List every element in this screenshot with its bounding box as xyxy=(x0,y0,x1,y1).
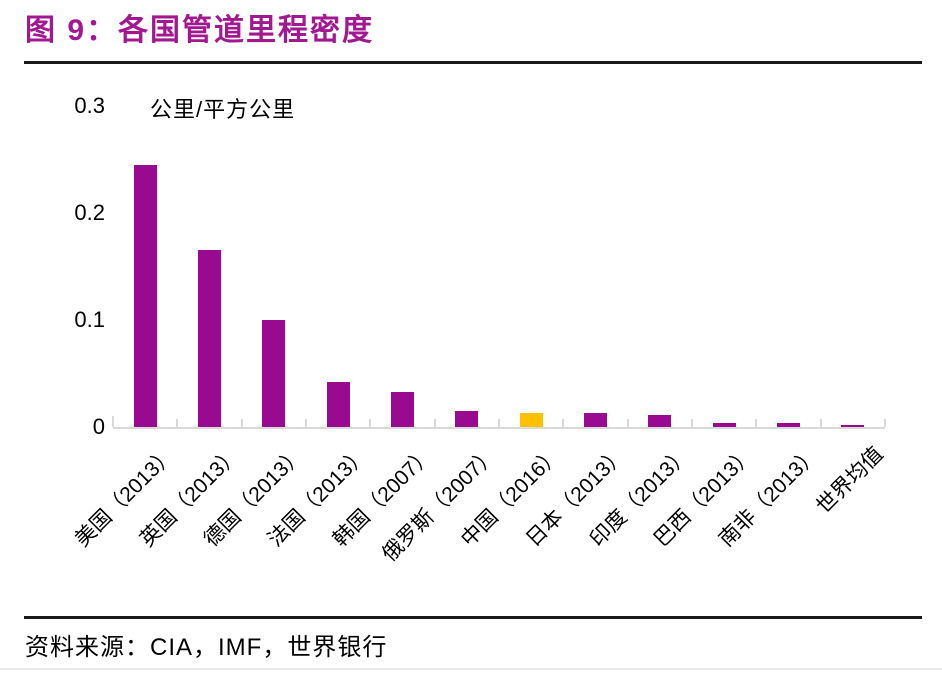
source-text: 资料来源：CIA，IMF，世界银行 xyxy=(25,634,388,661)
x-axis-tick xyxy=(755,419,758,427)
x-axis-tick xyxy=(240,419,243,427)
y-axis-tick-label: 0 xyxy=(92,414,105,439)
bar xyxy=(841,425,865,427)
bar xyxy=(455,410,479,427)
x-axis-tick xyxy=(562,419,565,427)
bar xyxy=(712,422,736,427)
bar xyxy=(777,422,800,427)
y-axis-tick-label: 0.2 xyxy=(74,200,105,225)
bar xyxy=(133,164,157,427)
x-axis-tick xyxy=(112,416,114,427)
title-divider xyxy=(24,61,922,64)
x-axis-tick xyxy=(433,419,436,427)
x-axis-line xyxy=(113,427,885,429)
bar xyxy=(519,413,543,427)
x-axis-tick xyxy=(305,419,307,427)
y-axis-tick-label: 0.3 xyxy=(74,93,105,118)
x-axis-tick xyxy=(819,419,822,427)
bar xyxy=(326,382,350,427)
chart-title: 图 9：各国管道里程密度 xyxy=(25,14,375,47)
x-axis-tick xyxy=(884,419,886,427)
x-axis-tick xyxy=(691,419,693,427)
x-axis-label-text: 世界均值 xyxy=(811,442,888,519)
x-axis-tick xyxy=(626,419,629,427)
bar xyxy=(198,250,221,427)
page-bottom-divider xyxy=(0,668,942,670)
x-axis-tick xyxy=(498,419,500,427)
y-axis-tick-label: 0.1 xyxy=(74,307,105,332)
x-axis-tick xyxy=(176,419,179,427)
bar xyxy=(262,320,286,427)
bar xyxy=(391,391,414,427)
bar xyxy=(648,415,672,427)
footer-divider xyxy=(24,616,922,619)
bar xyxy=(584,413,607,427)
y-axis-unit-label: 公里/平方公里 xyxy=(150,97,296,122)
x-axis-tick xyxy=(369,419,372,427)
